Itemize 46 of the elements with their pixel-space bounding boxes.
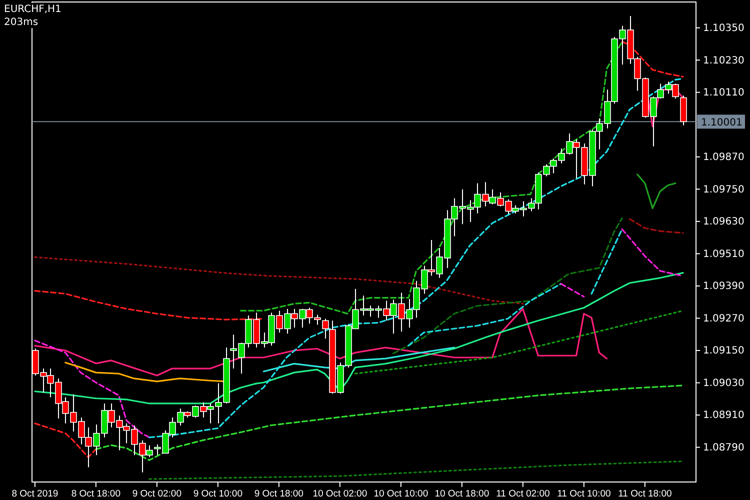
y-tick-label: 1.08910 — [703, 410, 744, 422]
y-tick-label: 1.09870 — [703, 152, 744, 164]
line-series — [408, 283, 562, 346]
x-tick-label: 9 Oct 02:00 — [132, 488, 182, 500]
y-tick-label: 1.09150 — [703, 346, 744, 357]
line-series — [34, 340, 150, 438]
y-tick-label: 1.09630 — [703, 216, 744, 228]
y-tick-label: 1.09030 — [703, 378, 744, 389]
x-tick-label: 10 Oct 18:00 — [434, 488, 490, 500]
x-tick-label: 11 Oct 18:00 — [618, 488, 672, 500]
line-series — [636, 174, 676, 210]
x-tick-label: 8 Oct 18:00 — [71, 488, 120, 500]
line-series — [34, 256, 524, 305]
line-series — [34, 422, 97, 458]
x-tick-label: 10 Oct 10:00 — [374, 488, 428, 500]
ref-line-label: 1.10001 — [701, 118, 742, 129]
line-series — [240, 41, 623, 314]
candlestick — [322, 318, 329, 340]
line-series — [34, 272, 684, 404]
y-tick-label: 1.10230 — [703, 55, 744, 66]
candlestick — [680, 95, 687, 126]
x-tick-label: 10 Oct 02:00 — [312, 488, 368, 500]
x-tick-label: 9 Oct 10:00 — [193, 488, 242, 500]
x-tick-label: 8 Oct 2019 — [12, 488, 58, 500]
line-series — [621, 228, 684, 277]
y-tick-label: 1.09270 — [703, 313, 744, 324]
y-tick-label: 1.10350 — [703, 23, 744, 34]
y-tick-label: 1.09510 — [703, 248, 744, 260]
x-tick-label: 11 Oct 10:00 — [557, 488, 611, 500]
line-series — [621, 41, 684, 78]
line-series — [628, 218, 684, 234]
line-series — [148, 460, 684, 480]
line-series — [392, 217, 623, 354]
y-tick-label: 1.08790 — [703, 442, 744, 454]
line-series — [95, 384, 684, 462]
line-series — [34, 308, 608, 376]
line-series — [34, 290, 264, 320]
chart-title: EURCHF,H1 — [4, 4, 62, 15]
text: 203ms — [4, 17, 38, 28]
y-tick-label: 1.10110 — [703, 88, 744, 99]
y-tick-label: 1.09750 — [703, 184, 744, 196]
y-tick-label: 1.09390 — [703, 281, 744, 292]
x-tick-label: 11 Oct 02:00 — [496, 488, 550, 500]
x-tick-label: 9 Oct 18:00 — [254, 488, 304, 500]
line-series — [148, 78, 684, 438]
line-series — [262, 346, 456, 372]
